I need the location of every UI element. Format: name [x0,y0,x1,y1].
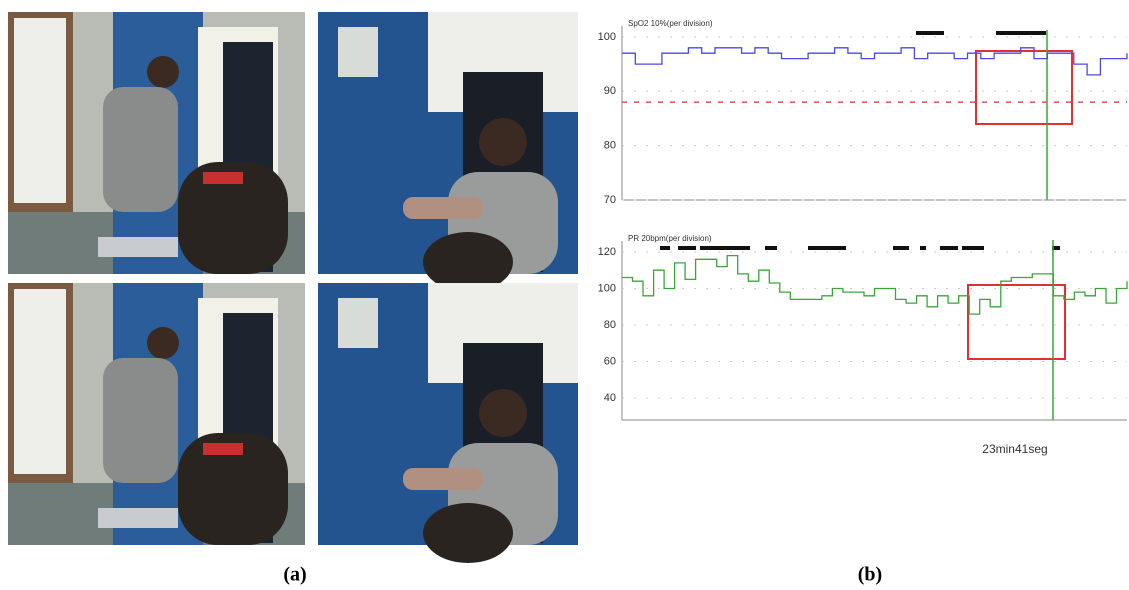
alarm-markers [660,31,1060,250]
y-tick-label: 120 [598,246,616,258]
photo [318,283,578,563]
y-tick-label: 60 [604,355,616,367]
caption: (b) [858,564,882,586]
y-tick-label: 80 [604,319,616,331]
y-tick-label: 90 [604,85,616,97]
highlight-box [975,50,1073,125]
y-tick-label: 40 [604,392,616,404]
photo [8,283,305,545]
photo [318,12,578,292]
photo [8,12,305,274]
data-line [622,254,1128,315]
chart-label: PR 20bpm(per division) [628,234,712,243]
data-line [622,47,1128,76]
highlight-box [967,284,1066,360]
y-tick-label: 70 [604,194,616,206]
y-tick-label: 80 [604,140,616,152]
chart-label: SpO2 10%(per division) [628,19,713,28]
annotation: 23min41seg [982,442,1047,456]
y-tick-label: 100 [598,31,616,43]
y-tick-label: 100 [598,282,616,294]
caption: (a) [283,564,306,586]
